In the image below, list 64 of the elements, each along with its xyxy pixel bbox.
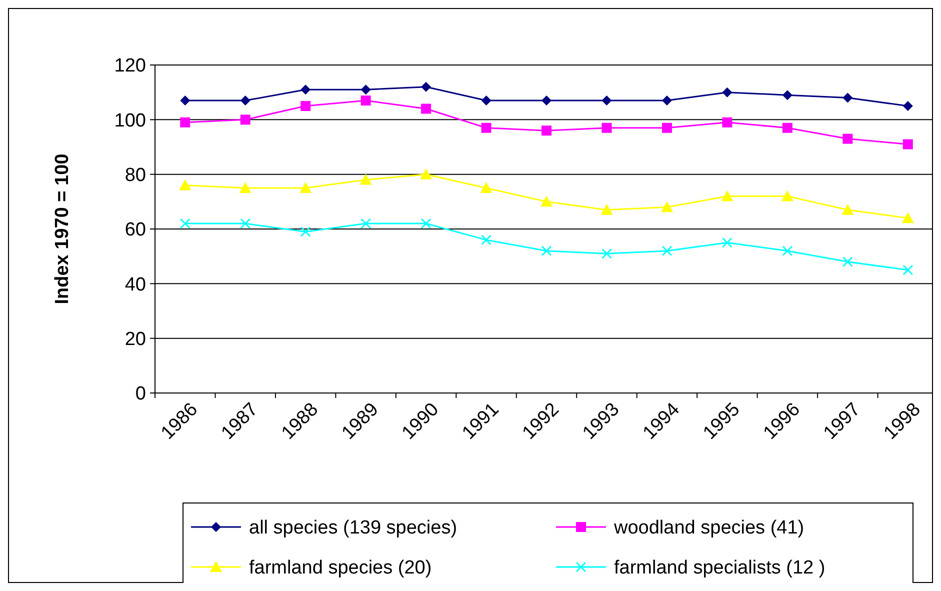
point [782, 246, 792, 256]
point [360, 174, 372, 185]
point [300, 226, 311, 237]
point [421, 218, 432, 229]
point [180, 218, 190, 229]
point [902, 265, 913, 275]
point [660, 201, 673, 212]
point [542, 246, 552, 256]
point [902, 212, 914, 224]
point [902, 101, 913, 111]
point [421, 82, 432, 92]
point [421, 104, 432, 114]
point [360, 84, 371, 95]
point [360, 96, 371, 106]
point [782, 90, 792, 100]
point [662, 96, 672, 106]
point [600, 204, 613, 215]
point [722, 87, 732, 98]
point [602, 122, 612, 133]
point [239, 182, 252, 193]
legend-label: all species (139 species) [249, 518, 458, 539]
legend-label: woodland species (41) [613, 518, 804, 539]
point [602, 248, 612, 259]
point [420, 168, 432, 180]
y-tick-label: 100 [114, 110, 146, 132]
point [240, 114, 250, 125]
point [300, 101, 311, 111]
point [542, 96, 552, 106]
point [722, 238, 732, 248]
point [540, 196, 552, 207]
point [722, 117, 732, 128]
y-tick-label: 20 [124, 328, 146, 350]
point [842, 204, 854, 215]
point [480, 182, 492, 193]
point [602, 96, 612, 106]
point [842, 256, 853, 267]
point [180, 96, 190, 106]
point [721, 190, 734, 202]
y-tick-label: 40 [124, 274, 146, 296]
point [842, 134, 853, 144]
point [240, 218, 250, 229]
point [481, 96, 492, 106]
point [240, 96, 250, 106]
legend-label: farmland species (20) [249, 558, 432, 579]
point [481, 234, 492, 245]
point [300, 84, 311, 95]
point [842, 92, 853, 103]
point [542, 126, 552, 136]
point [180, 117, 190, 128]
y-tick-label: 60 [124, 220, 146, 241]
point [662, 246, 672, 256]
point [781, 190, 794, 202]
point [179, 179, 192, 190]
point [481, 122, 492, 133]
y-tick-label: 120 [114, 56, 146, 77]
legend-label: farmland specialists (12 ) [614, 558, 826, 579]
point [662, 122, 672, 133]
y-axis-title: Index 1970 = 100 [52, 154, 73, 304]
point [300, 182, 312, 193]
point [782, 122, 792, 133]
y-tick-label: 0 [135, 384, 146, 405]
y-tick-label: 80 [124, 164, 146, 186]
point [902, 139, 913, 150]
point [360, 218, 371, 229]
